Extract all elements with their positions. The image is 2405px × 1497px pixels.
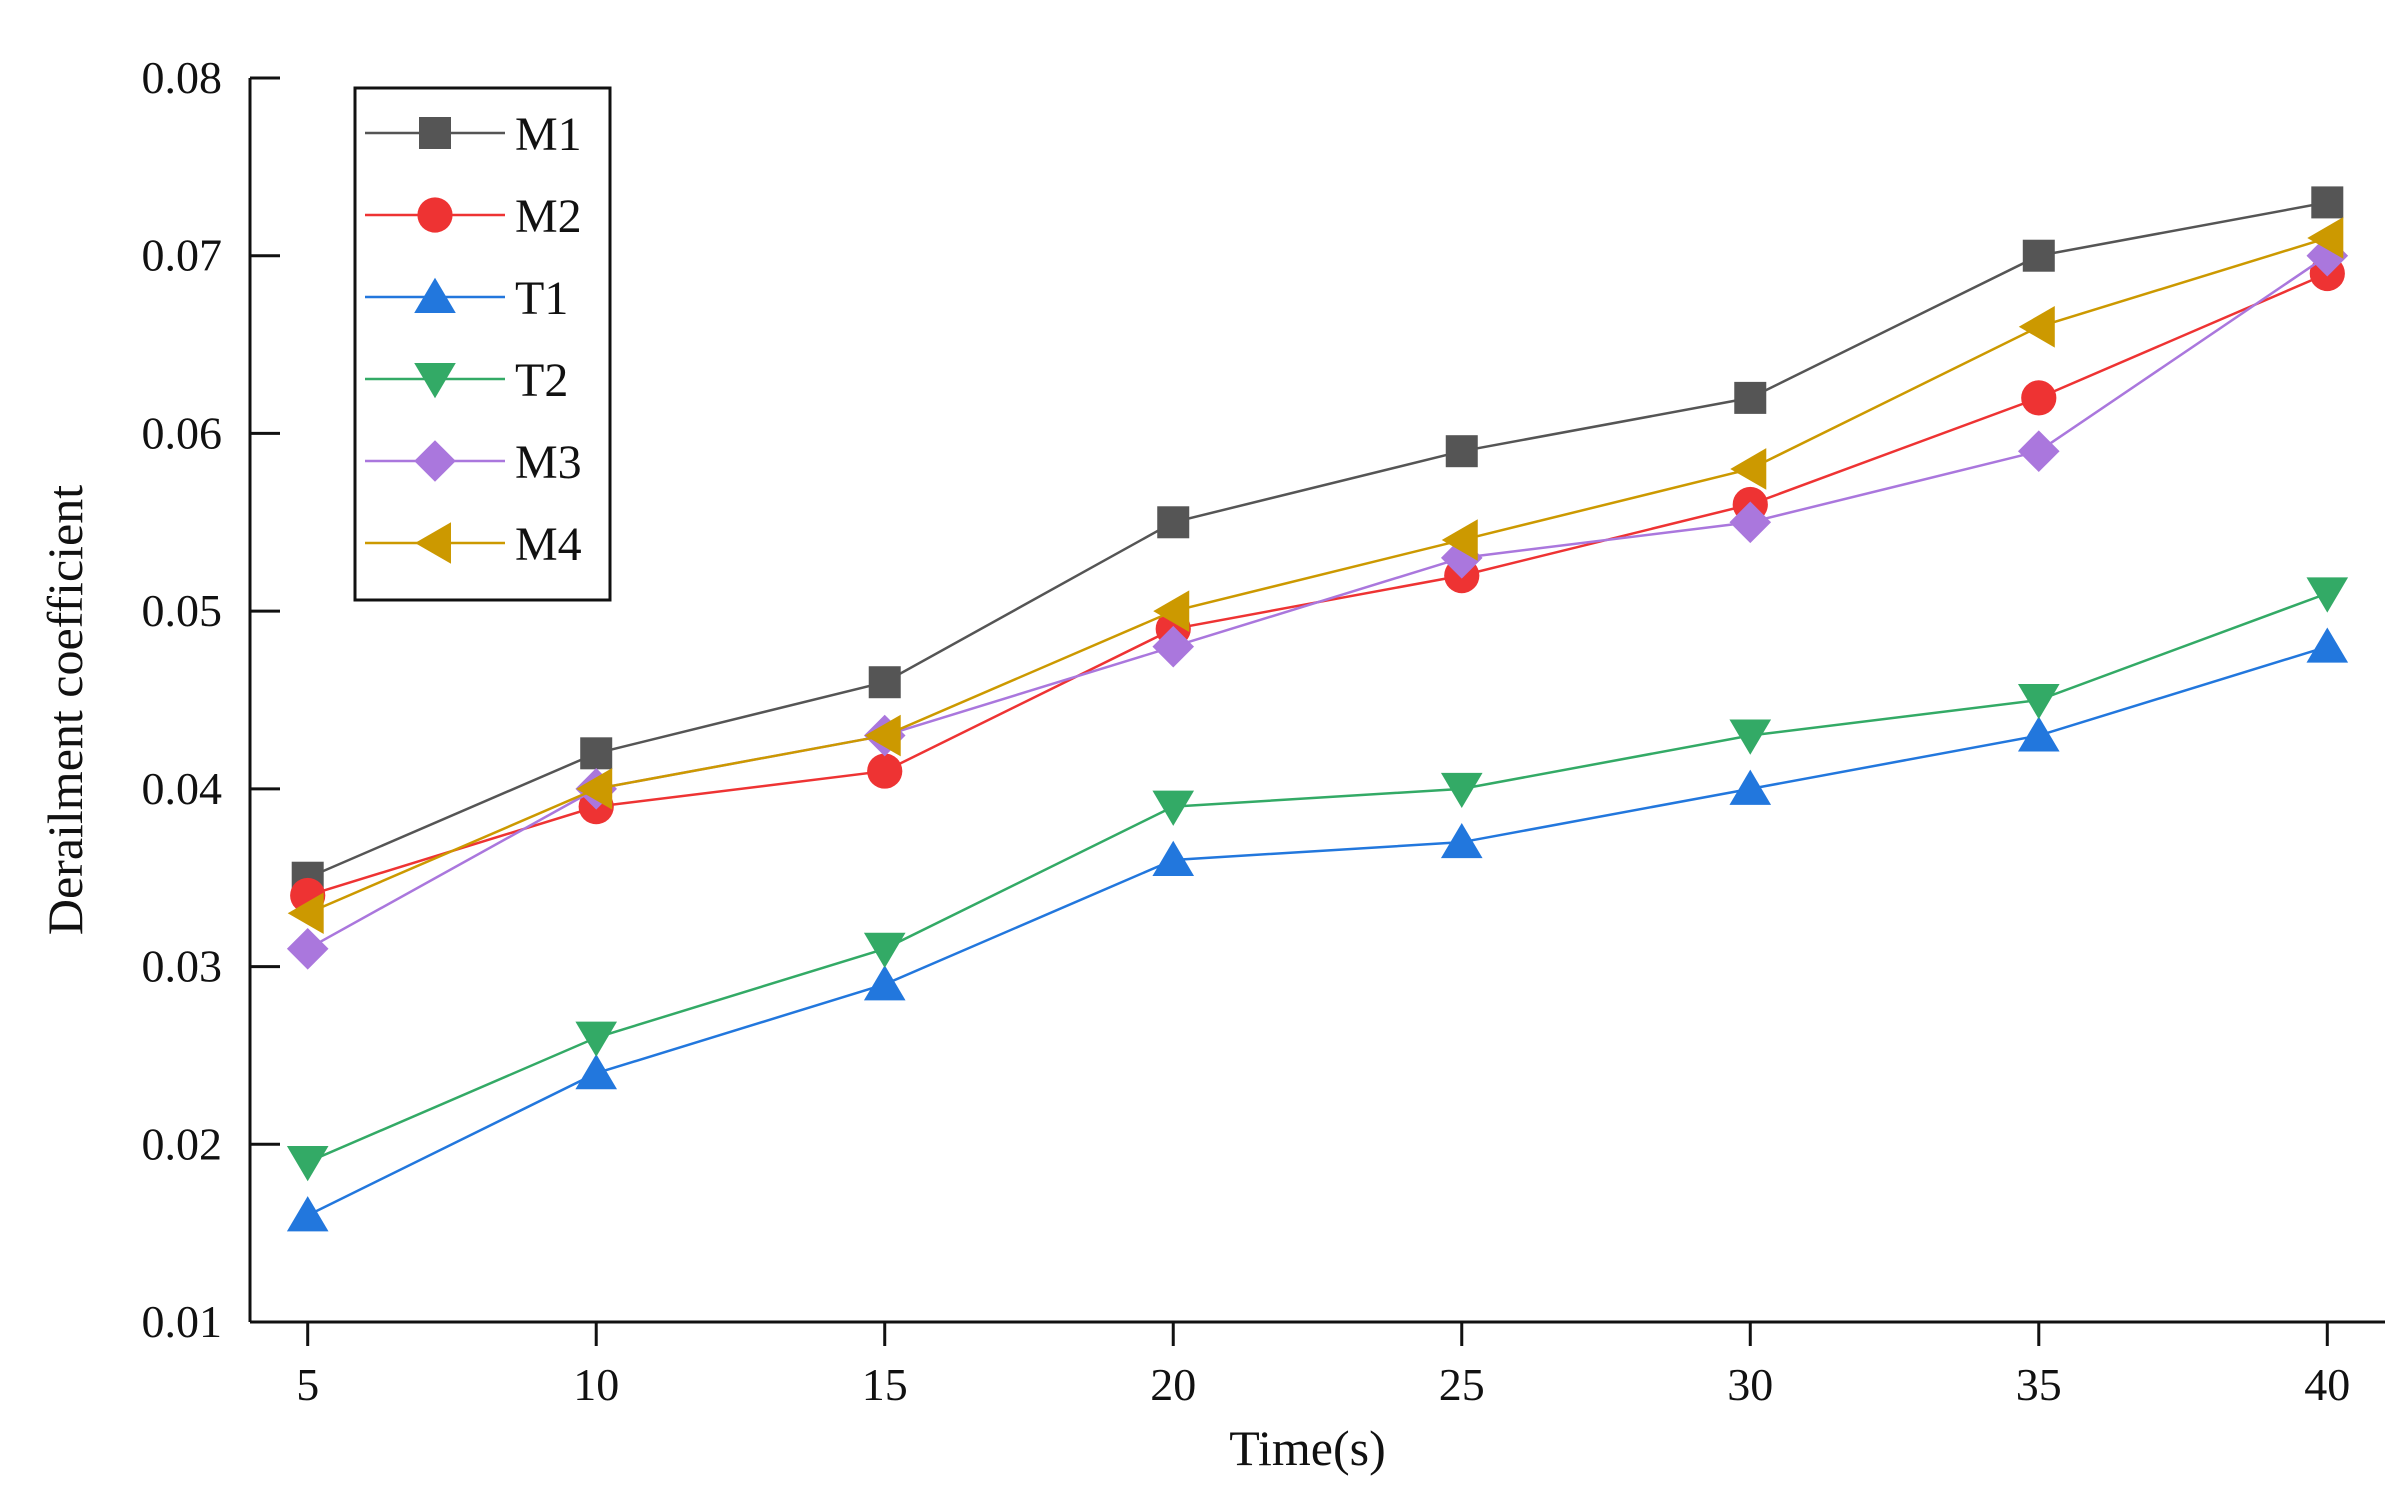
data-point-m3 xyxy=(286,928,329,970)
series-t1 xyxy=(286,627,2349,1232)
legend-marker-m2 xyxy=(417,197,453,233)
data-point-t2 xyxy=(1729,719,1772,755)
legend-label: M4 xyxy=(515,518,582,571)
legend-label: T1 xyxy=(515,272,568,325)
data-point-m1 xyxy=(1734,381,1767,414)
x-tick-label: 30 xyxy=(1727,1359,1773,1410)
y-tick-label: 0.04 xyxy=(142,763,223,814)
legend-marker-t2 xyxy=(414,363,456,399)
legend-item-t2: T2 xyxy=(365,354,568,407)
data-point-m4 xyxy=(2018,306,2055,348)
x-tick-label: 25 xyxy=(1439,1359,1485,1410)
x-axis-title: Time(s) xyxy=(1229,1420,1386,1476)
data-point-m4 xyxy=(864,714,901,757)
series-line-m1 xyxy=(307,201,2328,879)
legend-item-m3: M3 xyxy=(365,436,582,489)
data-point-m2 xyxy=(867,753,903,789)
data-point-m4 xyxy=(2307,217,2344,259)
y-axis-title: Derailment coefficient xyxy=(37,485,93,935)
data-point-t2 xyxy=(863,932,906,968)
legend-marker-m4 xyxy=(415,522,451,564)
data-point-m1 xyxy=(2022,239,2055,272)
y-tick-label: 0.02 xyxy=(142,1118,223,1169)
data-point-t1 xyxy=(286,1196,329,1232)
y-tick-label: 0.05 xyxy=(142,585,223,636)
legend-label: M3 xyxy=(515,436,582,489)
data-point-t2 xyxy=(2017,684,2060,720)
legend-marker-m3 xyxy=(414,440,456,482)
legend-label: M2 xyxy=(515,190,582,243)
data-point-m4 xyxy=(576,768,613,810)
legend-marker-t1 xyxy=(414,277,456,313)
data-point-t2 xyxy=(1440,772,1483,809)
legend-item-m4: M4 xyxy=(365,518,582,571)
legend-marker-m1 xyxy=(419,117,451,149)
x-tick-label: 35 xyxy=(2016,1359,2062,1410)
data-point-t1 xyxy=(575,1054,618,1090)
data-point-t2 xyxy=(2306,577,2349,613)
y-tick-label: 0.06 xyxy=(142,407,223,458)
x-tick-label: 40 xyxy=(2304,1359,2350,1410)
legend: M1 M2 T1 T2 M3 M4 xyxy=(353,86,612,602)
x-tick-label: 5 xyxy=(296,1359,319,1410)
x-tick-label: 20 xyxy=(1150,1359,1196,1410)
data-point-m1 xyxy=(580,737,613,770)
x-tick-label: 10 xyxy=(573,1359,619,1410)
data-point-m4 xyxy=(287,892,324,935)
data-point-t2 xyxy=(575,1021,618,1057)
legend-item-m2: M2 xyxy=(365,190,582,243)
data-point-m3 xyxy=(2017,430,2060,472)
data-point-m4 xyxy=(1153,590,1190,632)
legend-label: T2 xyxy=(515,354,568,407)
series-t2 xyxy=(286,577,2349,1182)
data-point-t1 xyxy=(863,965,906,1001)
legend-item-t1: T1 xyxy=(365,272,568,325)
data-point-m1 xyxy=(2311,186,2344,219)
data-point-t1 xyxy=(2306,627,2349,663)
y-tick-label: 0.07 xyxy=(142,230,223,281)
data-point-t1 xyxy=(1440,822,1483,859)
axes: 0.01 0.02 0.03 0.04 0.05 0.06 0.07 0.08 5 10 15 20 2… xyxy=(142,52,2385,1410)
series-m4 xyxy=(287,217,2344,935)
y-tick-label: 0.08 xyxy=(142,52,223,103)
legend-item-m1: M1 xyxy=(365,108,582,161)
y-tick-label: 0.03 xyxy=(142,941,223,992)
data-point-t1 xyxy=(1152,840,1195,876)
data-point-t2 xyxy=(286,1146,329,1182)
data-point-m3 xyxy=(1152,625,1195,668)
data-point-m4 xyxy=(1441,519,1478,561)
data-point-m2 xyxy=(2021,380,2057,416)
series-m1 xyxy=(291,186,2344,894)
legend-box xyxy=(353,86,612,602)
data-point-m1 xyxy=(1157,506,1190,539)
data-point-m1 xyxy=(868,666,901,699)
data-point-t1 xyxy=(2017,716,2060,752)
data-point-m1 xyxy=(1445,435,1478,468)
series-layer xyxy=(286,186,2349,1232)
legend-label: M1 xyxy=(515,108,582,161)
series-line-m4 xyxy=(307,236,2328,915)
data-point-m4 xyxy=(1730,448,1767,490)
data-point-t1 xyxy=(1729,769,1772,805)
series-line-t1 xyxy=(307,645,2328,1217)
series-line-t2 xyxy=(307,592,2328,1164)
data-point-m3 xyxy=(1729,501,1772,544)
y-tick-label: 0.01 xyxy=(142,1296,223,1347)
data-point-t2 xyxy=(1152,790,1195,826)
x-tick-label: 15 xyxy=(862,1359,908,1410)
